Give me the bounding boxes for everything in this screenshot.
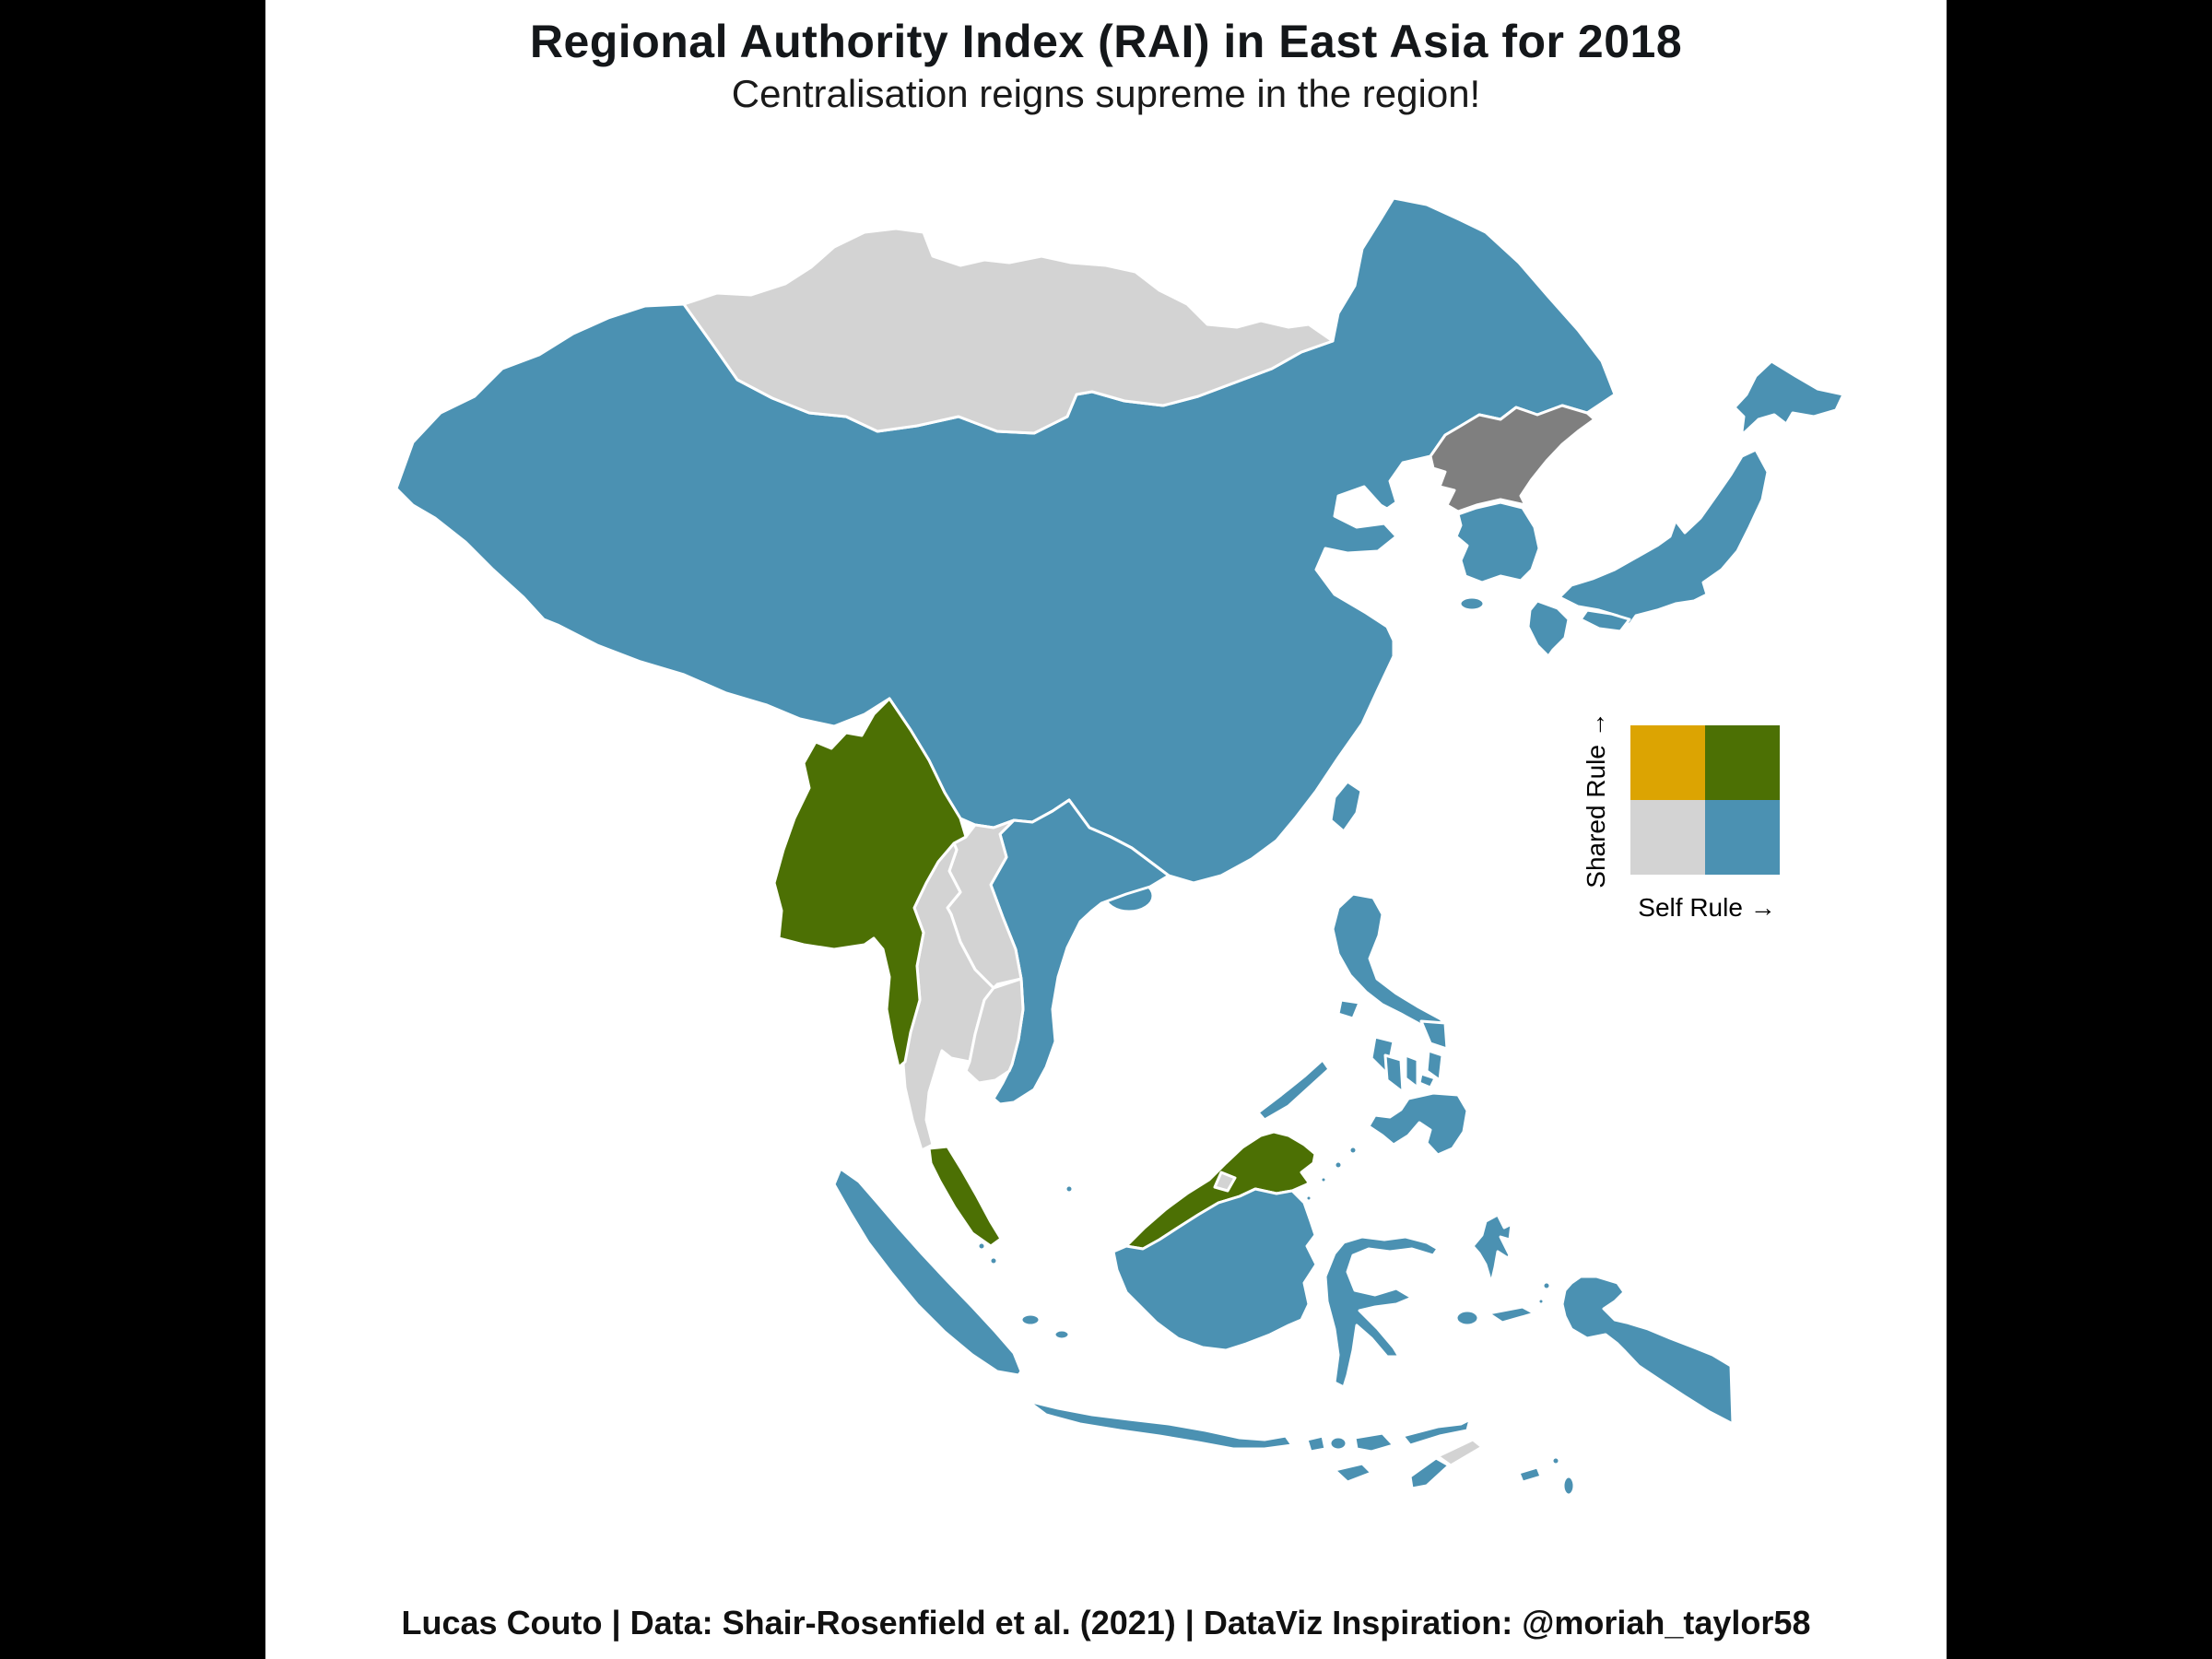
country-brunei	[1213, 1171, 1237, 1193]
legend-bivariate-grid	[1630, 725, 1780, 875]
country-philippines	[1256, 892, 1469, 1203]
legend-cell-both-high	[1705, 725, 1780, 800]
country-myanmar	[772, 697, 968, 1069]
country-indonesia	[832, 1167, 1735, 1497]
page-title: Regional Authority Index (RAI) in East A…	[529, 16, 1683, 67]
country-timor-leste	[1436, 1438, 1484, 1467]
country-cambodia	[964, 977, 1025, 1085]
country-mongolia	[682, 227, 1335, 435]
legend-y-axis-label: Shared Rule →	[1582, 712, 1610, 888]
country-north-korea	[1429, 404, 1596, 513]
legend-cell-shared-rule	[1630, 725, 1705, 800]
legend-cell-self-rule	[1705, 800, 1780, 875]
legend-x-axis-label: Self Rule →	[1638, 893, 1776, 922]
country-taiwan	[1329, 780, 1363, 833]
legend-cell-both-low	[1630, 800, 1705, 875]
country-south-korea	[1454, 500, 1541, 612]
page-subtitle: Centralisation reigns supreme in the reg…	[731, 72, 1481, 115]
country-japan	[1526, 359, 1845, 658]
credit-line: Lucas Couto | Data: Shair-Rosenfield et …	[401, 1604, 1811, 1641]
